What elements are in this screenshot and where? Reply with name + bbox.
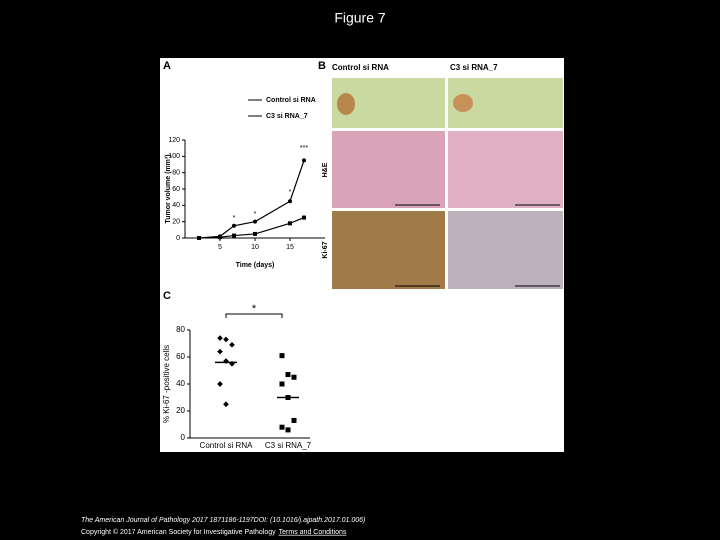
link[interactable]: Terms and Conditions	[279, 529, 347, 536]
copyright: Copyright © 2017 American Society for In…	[81, 528, 276, 536]
series-line	[198, 160, 305, 239]
annotation: *	[289, 189, 292, 196]
x-axis-label: Time (days)	[236, 262, 275, 269]
row-label: Ki-67	[322, 241, 329, 258]
tumor	[453, 94, 473, 112]
point	[291, 417, 297, 423]
y-tick-label: 0	[181, 433, 186, 442]
series-line	[198, 217, 305, 239]
annotation: *	[233, 215, 236, 222]
point	[302, 158, 306, 163]
point	[253, 219, 257, 224]
y-tick-label: 20	[172, 219, 180, 226]
he-image	[448, 131, 563, 208]
y-tick-label: 60	[176, 352, 185, 361]
annotation: *	[254, 211, 257, 218]
y-axis-label: % Ki-67 -positive cells	[162, 345, 171, 423]
point	[285, 427, 291, 433]
point	[232, 223, 236, 228]
point	[285, 372, 291, 378]
significance-bracket	[225, 313, 283, 318]
y-tick-label: 0	[176, 235, 180, 242]
point	[279, 381, 285, 387]
x-tick-label: 5	[218, 244, 222, 251]
y-tick-label: 100	[168, 153, 180, 160]
y-tick-label: 60	[172, 186, 180, 193]
legend-label: C3 si RNA_7	[266, 113, 308, 120]
point	[217, 335, 223, 341]
column-label: C3 si RNA_7	[450, 63, 498, 72]
point	[217, 381, 223, 387]
point	[197, 236, 201, 240]
point	[279, 353, 285, 359]
slide-title: Figure 7	[334, 10, 386, 26]
tumor	[337, 93, 355, 115]
point	[229, 342, 235, 348]
point	[302, 215, 306, 220]
point	[223, 401, 229, 408]
x-tick-label: C3 si RNA_7	[265, 441, 312, 450]
row-label: H&E	[322, 162, 329, 177]
point	[232, 233, 236, 238]
annotation: ***	[300, 145, 308, 152]
point	[223, 336, 229, 343]
he-image	[332, 131, 445, 208]
y-tick-label: 80	[176, 325, 185, 334]
panel-label: A	[163, 60, 171, 72]
citation: The American Journal of Pathology 2017 1…	[81, 517, 365, 524]
point	[288, 199, 292, 204]
point	[218, 235, 222, 240]
point	[217, 348, 223, 355]
panel-label: C	[163, 290, 171, 302]
y-tick-label: 80	[172, 170, 180, 177]
x-tick-label: 10	[251, 244, 259, 251]
y-tick-label: 20	[176, 406, 185, 415]
y-axis-label: Tumor volume (mm³)	[165, 154, 172, 223]
x-tick-label: Control si RNA	[200, 441, 254, 450]
x-tick-label: 15	[286, 244, 294, 251]
panel-label: B	[318, 60, 326, 72]
ki67-image	[332, 211, 445, 289]
point	[253, 231, 257, 236]
column-label: Control si RNA	[332, 63, 389, 72]
legend-label: Control si RNA	[266, 97, 316, 104]
significance: *	[252, 303, 257, 315]
point	[279, 424, 285, 430]
point	[291, 374, 297, 380]
y-tick-label: 40	[176, 379, 185, 388]
ki67-image	[448, 211, 563, 289]
y-tick-label: 40	[172, 202, 180, 209]
point	[288, 221, 292, 226]
y-tick-label: 120	[168, 137, 180, 144]
